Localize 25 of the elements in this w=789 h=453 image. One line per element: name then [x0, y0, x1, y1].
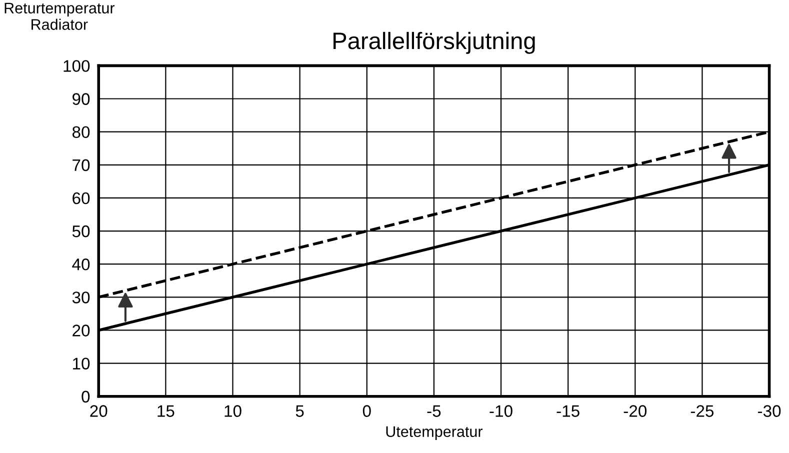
y-tick-label: 70: [72, 159, 90, 172]
chart-title: Parallellförskjutning: [334, 32, 535, 54]
y-axis-title: Returtemperatur Radiator: [4, 2, 115, 30]
x-tick-label: 15: [158, 405, 174, 417]
y-tick-label: 100: [64, 60, 90, 72]
y-tick-label: 10: [73, 358, 90, 370]
x-tick-label: -5: [427, 405, 441, 417]
x-tick-label: 0: [362, 405, 371, 417]
y-tick-label: 90: [72, 93, 90, 105]
y-tick-label: 0: [82, 390, 90, 403]
x-tick-label: -30: [758, 405, 781, 417]
x-axis-title: Utetemperatur: [386, 426, 483, 440]
x-tick-label: -15: [556, 405, 580, 417]
y-tick-label: 80: [72, 126, 90, 138]
y-tick-label: 20: [72, 324, 90, 336]
y-tick-label: 30: [72, 292, 90, 304]
x-tick-label: 10: [224, 405, 242, 417]
x-tick-label: -10: [490, 405, 512, 417]
x-tick-label: 20: [90, 405, 108, 417]
y-tick-label: 50: [72, 225, 90, 238]
x-tick-label: -25: [690, 405, 714, 417]
x-tick-label: -20: [624, 405, 647, 417]
y-tick-label: 40: [72, 258, 90, 270]
x-tick-label: 5: [296, 405, 304, 417]
y-tick-label: 60: [72, 192, 90, 204]
